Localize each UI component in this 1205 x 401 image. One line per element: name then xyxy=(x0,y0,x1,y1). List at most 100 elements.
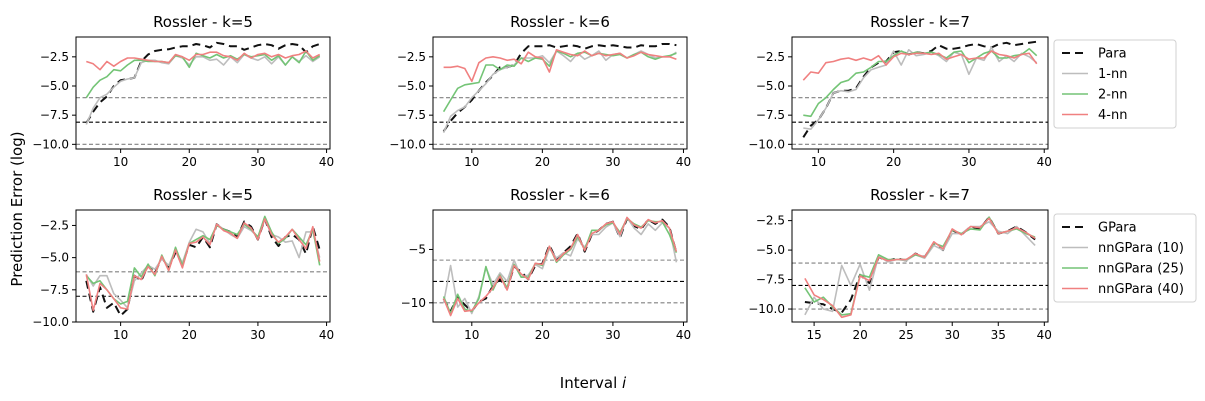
y-tick-label: −7.5 xyxy=(40,283,69,297)
y-tick-label: −5.0 xyxy=(756,79,785,93)
y-tick-label: −7.5 xyxy=(756,108,785,122)
x-tick-label: 20 xyxy=(182,155,197,169)
series-line-gpara xyxy=(85,218,321,317)
series-line-4-nn xyxy=(86,50,321,71)
panel-title: Rossler - k=5 xyxy=(153,13,253,31)
x-tick-label: 10 xyxy=(464,155,479,169)
legend-box xyxy=(1053,213,1197,303)
x-tick-label: 30 xyxy=(961,155,976,169)
y-tick-label: −5.0 xyxy=(40,251,69,265)
x-tick-label: 40 xyxy=(676,155,691,169)
y-tick-label: −10.0 xyxy=(32,137,69,151)
x-tick-label: 40 xyxy=(1037,328,1052,342)
x-tick-label: 30 xyxy=(250,328,265,342)
panel-1: Rossler - k=5 10 20 30 40 −2.5 −5.0 −7.5 −10.0 xyxy=(32,13,334,169)
y-tick-label: −7.5 xyxy=(756,273,785,287)
series-line-4-nn xyxy=(802,50,1038,81)
x-tick-label: 30 xyxy=(945,328,960,342)
y-tick-label: −10 xyxy=(401,296,426,310)
x-tick-label: 40 xyxy=(676,328,691,342)
y-tick-label: −7.5 xyxy=(40,108,69,122)
x-tick-label: 10 xyxy=(464,328,479,342)
legend-label: nnGPara (25) xyxy=(1098,262,1184,277)
legend-label: Para xyxy=(1098,47,1127,62)
panel-title: Rossler - k=6 xyxy=(510,186,610,204)
x-tick-label: 30 xyxy=(605,155,620,169)
panel-title: Rossler - k=7 xyxy=(870,186,970,204)
panel-5: Rossler - k=6 10 20 30 40 −5 −10 xyxy=(401,186,691,342)
x-tick-label: 30 xyxy=(250,155,265,169)
x-tick-label: 40 xyxy=(319,155,334,169)
series-line-nngpara-40 xyxy=(804,217,1036,319)
x-tick-label: 10 xyxy=(811,155,826,169)
plot-frame xyxy=(791,36,1049,150)
series-line-nngpara-10 xyxy=(804,221,1036,316)
legend-1: Para 1-nn 2-nn 4-nn xyxy=(1053,39,1177,129)
x-axis-label-italic: i xyxy=(622,374,627,392)
legend-box xyxy=(1053,39,1177,129)
series-line-2-nn xyxy=(85,50,321,99)
x-tick-label: 20 xyxy=(853,328,868,342)
y-tick-label: −2.5 xyxy=(40,50,69,64)
x-tick-label: 20 xyxy=(886,155,901,169)
series-line-nngpara-10 xyxy=(85,218,321,309)
x-tick-label: 20 xyxy=(535,328,550,342)
panel-title: Rossler - k=5 xyxy=(153,186,253,204)
series-line-4-nn xyxy=(443,48,677,83)
legend-label: nnGPara (10) xyxy=(1098,241,1184,256)
plot-frame xyxy=(432,209,688,323)
series-line-nngpara-40 xyxy=(85,218,321,312)
x-tick-label: 40 xyxy=(319,328,334,342)
series-line-para xyxy=(85,41,321,124)
plot-frame xyxy=(791,209,1049,323)
legend-2: GPara nnGPara (10) nnGPara (25) nnGPara (40… xyxy=(1053,213,1197,303)
legend-label: 4-nn xyxy=(1098,108,1127,123)
y-tick-label: −5.0 xyxy=(40,79,69,93)
series-line-nngpara-40 xyxy=(442,216,678,317)
series-line-gpara xyxy=(804,216,1036,314)
x-tick-label: 40 xyxy=(1037,155,1052,169)
x-tick-label: 30 xyxy=(605,328,620,342)
x-tick-label: 25 xyxy=(899,328,914,342)
y-tick-label: −10.0 xyxy=(389,137,426,151)
y-tick-label: −2.5 xyxy=(756,214,785,228)
x-tick-label: 15 xyxy=(806,328,821,342)
y-tick-label: −10.0 xyxy=(748,137,785,151)
x-axis-label-main: Interval xyxy=(560,374,622,392)
y-tick-label: −5 xyxy=(408,242,426,256)
legend-label: 2-nn xyxy=(1098,88,1127,103)
y-tick-label: −2.5 xyxy=(756,50,785,64)
y-tick-label: −5.0 xyxy=(397,79,426,93)
series-line-2-nn xyxy=(442,50,677,113)
y-tick-label: −5.0 xyxy=(756,243,785,257)
x-tick-label: 10 xyxy=(113,328,128,342)
panel-6: Rossler - k=7 15 20 25 30 35 40 −2.5 −5.0 −7.5 −10… xyxy=(748,186,1052,342)
panel-title: Rossler - k=7 xyxy=(870,13,970,31)
x-tick-label: 20 xyxy=(535,155,550,169)
panel-title: Rossler - k=6 xyxy=(510,13,610,31)
series-line-1-nn xyxy=(803,46,1038,130)
plot-frame xyxy=(75,36,331,150)
x-tick-label: 20 xyxy=(182,328,197,342)
y-tick-label: −7.5 xyxy=(397,108,426,122)
y-tick-label: −10.0 xyxy=(32,315,69,329)
x-tick-label: 35 xyxy=(991,328,1006,342)
x-tick-label: 10 xyxy=(113,155,128,169)
series-line-para xyxy=(442,43,677,133)
y-tick-label: −2.5 xyxy=(40,218,69,232)
y-axis-label: Prediction Error (log) xyxy=(8,131,26,286)
legend-label: 1-nn xyxy=(1098,67,1127,82)
y-tick-label: −10.0 xyxy=(748,302,785,316)
series-line-nngpara-25 xyxy=(85,215,321,305)
legend-label: nnGPara (40) xyxy=(1098,282,1184,297)
legend-label: GPara xyxy=(1098,221,1137,236)
series-line-para xyxy=(802,40,1037,138)
panel-3: Rossler - k=7 10 20 30 40 −2.5 −5.0 −7.5 −10.0 xyxy=(748,13,1052,169)
x-axis-label: Interval i xyxy=(560,374,627,392)
panel-2: Rossler - k=6 10 20 30 40 −2.5 −5.0 −7.5 −10.0 xyxy=(389,13,691,169)
plot-frame xyxy=(432,36,688,150)
y-tick-label: −2.5 xyxy=(397,50,426,64)
panel-4: Rossler - k=5 10 20 30 40 −2.5 −5.0 −7.5 −10.0 xyxy=(32,186,334,342)
plot-frame xyxy=(75,209,331,323)
